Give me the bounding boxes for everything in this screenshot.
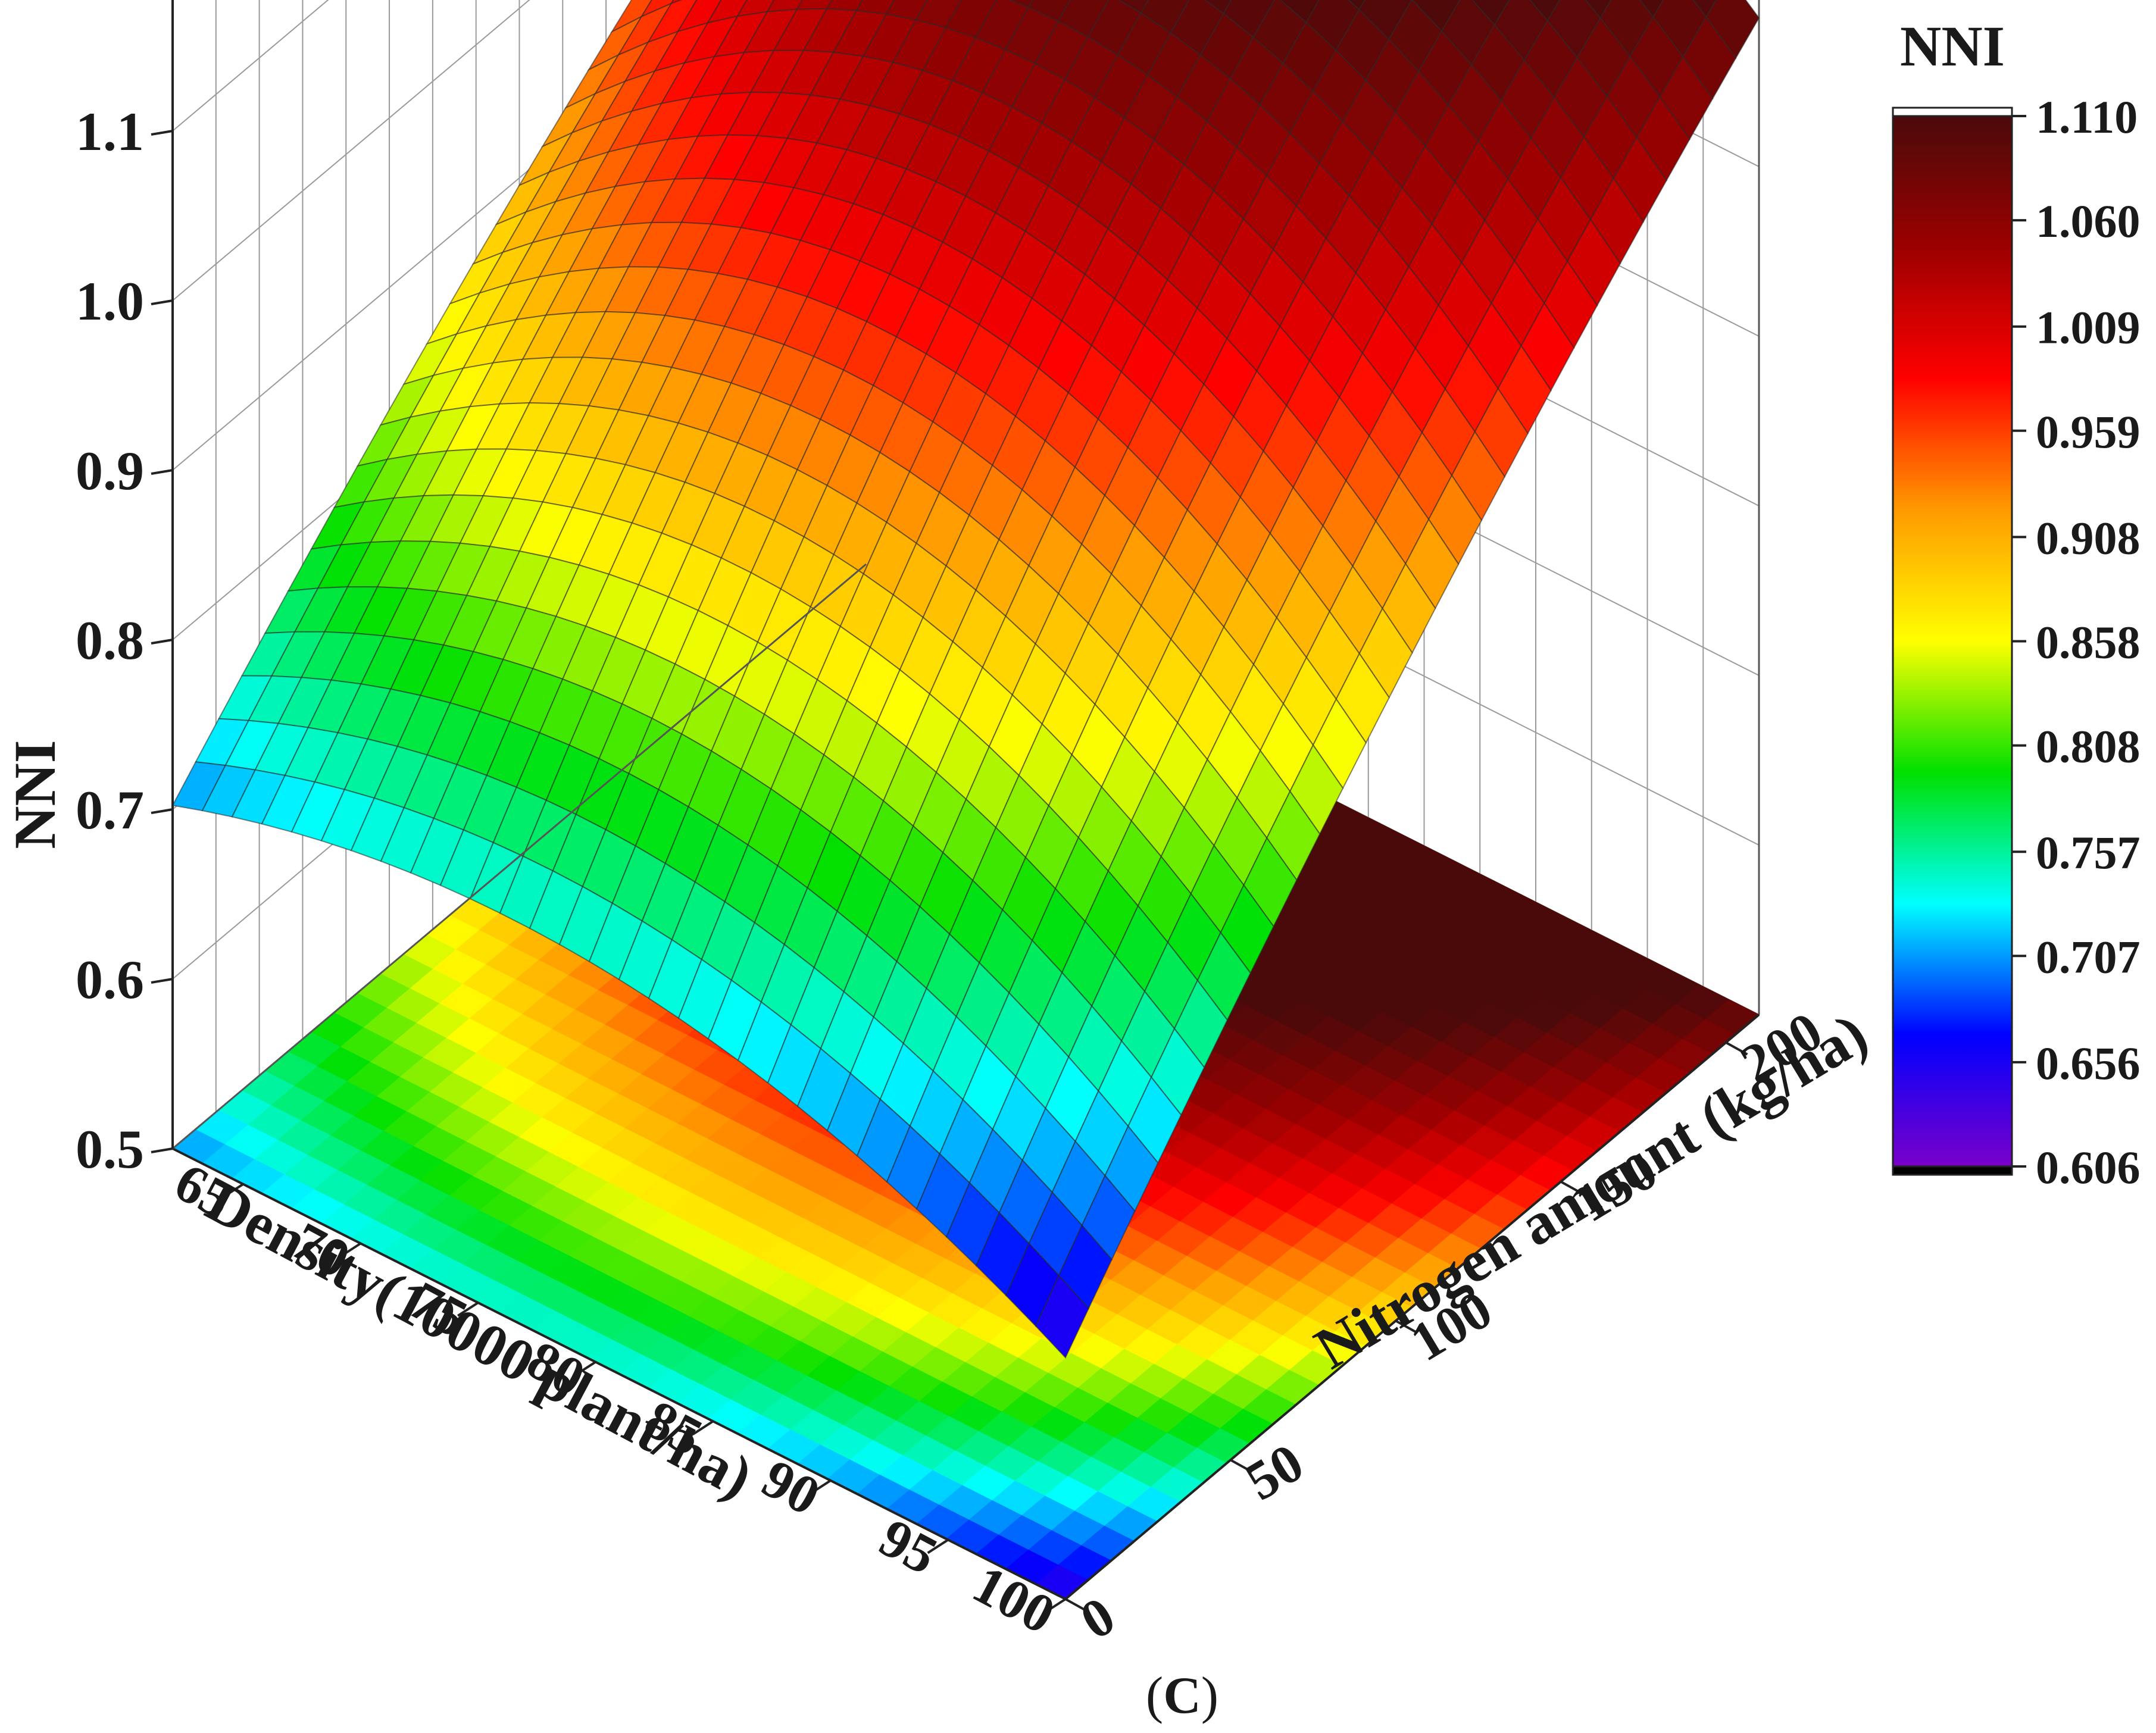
colorbar-cap-top (1892, 107, 2013, 117)
z-tick-mark (151, 639, 173, 645)
floor-back-edge (172, 563, 867, 1150)
z-tick-label: 0.9 (76, 440, 144, 501)
colorbar: 1.110 1.060 1.009 0.959 0.908 0.858 0.808 0.757… (1892, 91, 2141, 1193)
panel-label: (C) (1146, 1667, 1218, 1725)
colorbar-label: 1.060 (2036, 195, 2141, 247)
colorbar-cap-bottom (1892, 1165, 2013, 1176)
y-tick-label: 0 (1070, 1585, 1125, 1651)
colorbar-label: 0.757 (2036, 827, 2141, 878)
z-tick-mark (151, 1147, 173, 1153)
colorbar-label: 0.707 (2036, 931, 2141, 983)
panel-label-open: ( (1146, 1667, 1163, 1725)
y-tick-mark (1065, 1598, 1088, 1612)
surface-cell (1035, 1274, 1089, 1359)
colorbar-label: 0.908 (2036, 512, 2141, 564)
z-tick-mark (151, 469, 173, 475)
y-tick-mark (1725, 1041, 1748, 1056)
panel-label-close: ) (1201, 1667, 1218, 1725)
colorbar-title: NNI (1900, 14, 2005, 78)
z-tick-mark (151, 130, 173, 136)
x-tick-mark (457, 1302, 479, 1317)
z-tick-label: 1.0 (76, 271, 144, 331)
z-axis-title: NNI (2, 740, 68, 849)
x-tick-mark (927, 1538, 949, 1554)
x-tick-mark (222, 1183, 244, 1199)
y-tick-mark (1395, 1319, 1418, 1334)
colorbar-label: 1.110 (2036, 91, 2138, 143)
z-tick-label: 0.7 (76, 780, 144, 840)
colorbar-label: 0.959 (2036, 406, 2141, 458)
colorbar-label: 0.858 (2036, 617, 2141, 668)
z-tick-label: 0.8 (76, 610, 144, 671)
z-tick-label: 0.6 (76, 949, 144, 1010)
colorbar-label: 0.656 (2036, 1037, 2141, 1089)
x-tick-mark (339, 1242, 361, 1258)
z-tick-label: 1.1 (76, 101, 144, 162)
surface-mesh (171, 0, 1760, 1359)
colorbar-bar (1892, 115, 2013, 1168)
y-tick-mark (1230, 1459, 1253, 1473)
x-tick-mark (810, 1479, 832, 1495)
z-tick-mark (151, 299, 173, 305)
z-tick-label: 0.5 (76, 1119, 144, 1180)
colorbar-label: 1.009 (2036, 302, 2141, 354)
colorbar-label: 0.808 (2036, 721, 2141, 772)
y-tick-mark (1560, 1180, 1583, 1195)
x-tick-mark (574, 1360, 596, 1377)
x-tick-mark (692, 1420, 714, 1435)
colorbar-label: 0.606 (2036, 1141, 2141, 1193)
panel-label-letter: C (1163, 1667, 1201, 1725)
z-tick-mark (151, 978, 173, 984)
x-tick-mark (1044, 1598, 1067, 1613)
z-tick-mark (151, 808, 173, 814)
